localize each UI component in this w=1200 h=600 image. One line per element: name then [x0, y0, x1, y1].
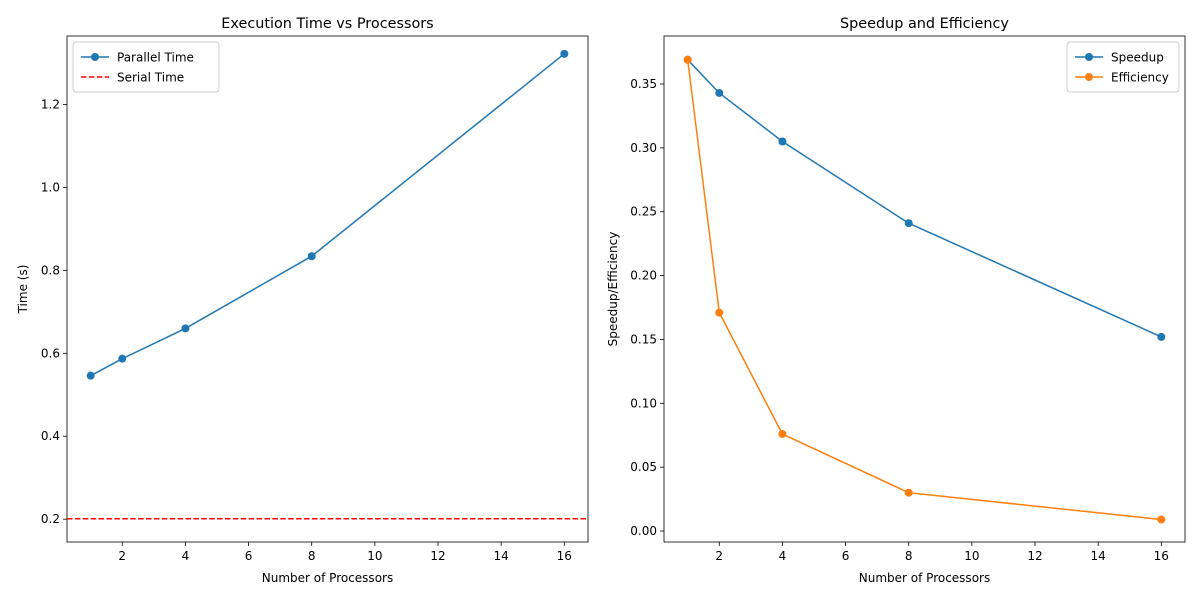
efficiency-point — [1157, 515, 1166, 524]
axes-frame — [66, 35, 589, 543]
y-tick-label: 0.25 — [630, 205, 657, 219]
speedup-point — [715, 88, 724, 97]
legend-label-efficiency: Efficiency — [1111, 71, 1169, 85]
y-axis-label: Time (s) — [16, 265, 30, 315]
x-axis-label: Number of Processors — [262, 571, 393, 585]
y-tick-label: 0.15 — [630, 332, 657, 346]
x-tick-label: 2 — [118, 549, 126, 563]
x-tick-label: 12 — [1027, 549, 1042, 563]
parallel-time-point — [560, 49, 569, 58]
efficiency-point — [715, 308, 724, 317]
y-tick-label: 0.20 — [630, 269, 657, 283]
y-axis-label: Speedup/Efficiency — [606, 232, 620, 347]
legend: Speedup Efficiency — [1066, 41, 1180, 93]
legend: Parallel Time Serial Time — [72, 41, 220, 93]
speedup-efficiency-chart: Speedup and Efficiency 2 4 6 8 10 12 14 16 0.00 0.… — [606, 16, 1186, 585]
efficiency-point — [778, 429, 787, 438]
y-tick-label: 0.00 — [630, 524, 657, 538]
execution-time-chart: Execution Time vs Processors 2 4 6 8 10 12 14 16… — [16, 16, 589, 585]
y-tick-label: 1.0 — [41, 180, 60, 194]
efficiency-point — [683, 55, 692, 64]
parallel-time-point — [307, 252, 316, 261]
efficiency-point — [904, 488, 913, 497]
legend-marker-speedup — [1085, 53, 1093, 61]
x-tick-label: 6 — [842, 549, 850, 563]
x-tick-label: 10 — [964, 549, 979, 563]
x-tick-label: 6 — [245, 549, 253, 563]
x-tick-label: 16 — [557, 549, 572, 563]
parallel-time-point — [118, 354, 127, 363]
y-tick-label: 1.2 — [41, 97, 60, 111]
chart-title: Speedup and Efficiency — [840, 16, 1009, 32]
axes-frame — [663, 35, 1186, 543]
legend-label-speedup: Speedup — [1111, 51, 1164, 65]
speedup-point — [904, 219, 913, 228]
x-tick-label: 14 — [494, 549, 509, 563]
legend-label-parallel-time: Parallel Time — [117, 51, 194, 65]
speedup-point — [778, 137, 787, 146]
x-tick-label: 10 — [367, 549, 382, 563]
parallel-time-point — [181, 324, 190, 333]
x-tick-label: 4 — [182, 549, 190, 563]
legend-box — [72, 41, 220, 93]
legend-marker-efficiency — [1085, 73, 1093, 81]
y-tick-label: 0.10 — [630, 396, 657, 410]
y-tick-label: 0.2 — [41, 512, 60, 526]
y-tick-label: 0.35 — [630, 77, 657, 91]
x-tick-label: 2 — [715, 549, 723, 563]
x-tick-label: 8 — [308, 549, 316, 563]
speedup-point — [1157, 332, 1166, 341]
parallel-time-point — [86, 371, 95, 380]
legend-marker-parallel-time — [91, 53, 99, 61]
y-tick-label: 0.4 — [41, 429, 60, 443]
x-tick-label: 16 — [1154, 549, 1169, 563]
x-tick-label: 12 — [430, 549, 445, 563]
y-tick-label: 0.6 — [41, 346, 60, 360]
x-tick-label: 14 — [1091, 549, 1106, 563]
y-tick-label: 0.05 — [630, 460, 657, 474]
legend-box — [1066, 41, 1180, 93]
y-tick-label: 0.30 — [630, 141, 657, 155]
x-axis-label: Number of Processors — [859, 571, 990, 585]
legend-label-serial-time: Serial Time — [117, 71, 184, 85]
y-tick-label: 0.8 — [41, 263, 60, 277]
x-tick-label: 8 — [905, 549, 913, 563]
x-tick-label: 4 — [779, 549, 787, 563]
chart-title: Execution Time vs Processors — [221, 16, 433, 32]
